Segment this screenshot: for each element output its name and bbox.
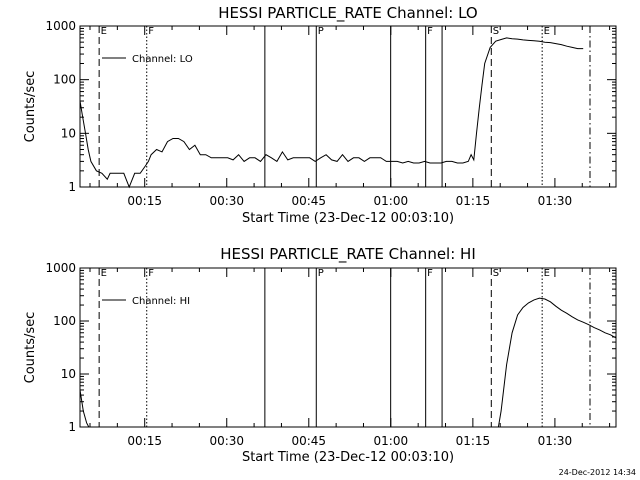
y-tick-label: 100 — [53, 73, 76, 87]
x-axis-label: Start Time (23-Dec-12 00:03:10) — [242, 211, 454, 226]
event-marker-label: P — [318, 26, 324, 37]
y-axis-label: Counts/sec — [23, 312, 38, 384]
event-marker-label: F — [148, 26, 154, 37]
y-tick-label: 1000 — [45, 19, 76, 33]
chart-title: HESSI PARTICLE_RATE Channel: HI — [220, 245, 476, 264]
event-marker-label: E — [101, 268, 107, 279]
event-marker-label: P — [318, 268, 324, 279]
event-marker-label: E — [544, 268, 550, 279]
event-marker-label: S — [493, 268, 499, 279]
event-marker-label: F — [427, 268, 433, 279]
x-tick-label: 00:45 — [291, 434, 326, 448]
series-line — [79, 37, 584, 189]
x-tick-label: 01:00 — [374, 194, 409, 208]
x-tick-label: 00:15 — [127, 434, 162, 448]
x-tick-label: 00:45 — [291, 194, 326, 208]
panel-lo: HESSI PARTICLE_RATE Channel: LO 1 10 100 100… — [23, 4, 617, 226]
y-axis-label: Counts/sec — [23, 71, 38, 143]
y-tick-label: 1000 — [45, 261, 76, 275]
event-marker-label: S — [493, 26, 499, 37]
y-tick-label: 1 — [68, 420, 76, 434]
x-tick-label: 01:15 — [456, 434, 491, 448]
x-tick-label: 00:15 — [127, 194, 162, 208]
panel-hi: HESSI PARTICLE_RATE Channel: HI 1 10 100 100… — [23, 245, 617, 465]
generation-timestamp: 24-Dec-2012 14:34 — [559, 468, 636, 477]
event-marker-label: E — [544, 26, 550, 37]
legend-entry: Channel: HI — [132, 296, 190, 307]
x-axis-label: Start Time (23-Dec-12 00:03:10) — [242, 450, 454, 465]
event-marker-label: F — [427, 26, 433, 37]
event-marker-label: E — [101, 26, 107, 37]
legend-entry: Channel: LO — [132, 54, 193, 65]
plot-frame — [79, 25, 617, 188]
series-line — [79, 297, 617, 428]
event-marker-label: F — [148, 268, 154, 279]
y-tick-label: 10 — [61, 367, 76, 381]
x-tick-label: 01:30 — [538, 194, 573, 208]
x-tick-label: 01:00 — [374, 434, 409, 448]
y-tick-label: 100 — [53, 314, 76, 328]
x-tick-label: 00:30 — [209, 194, 244, 208]
y-tick-label: 1 — [68, 180, 76, 194]
x-tick-label: 00:30 — [209, 434, 244, 448]
y-tick-label: 10 — [61, 126, 76, 140]
x-tick-label: 01:30 — [538, 434, 573, 448]
chart-title: HESSI PARTICLE_RATE Channel: LO — [218, 4, 477, 23]
x-tick-label: 01:15 — [456, 194, 491, 208]
